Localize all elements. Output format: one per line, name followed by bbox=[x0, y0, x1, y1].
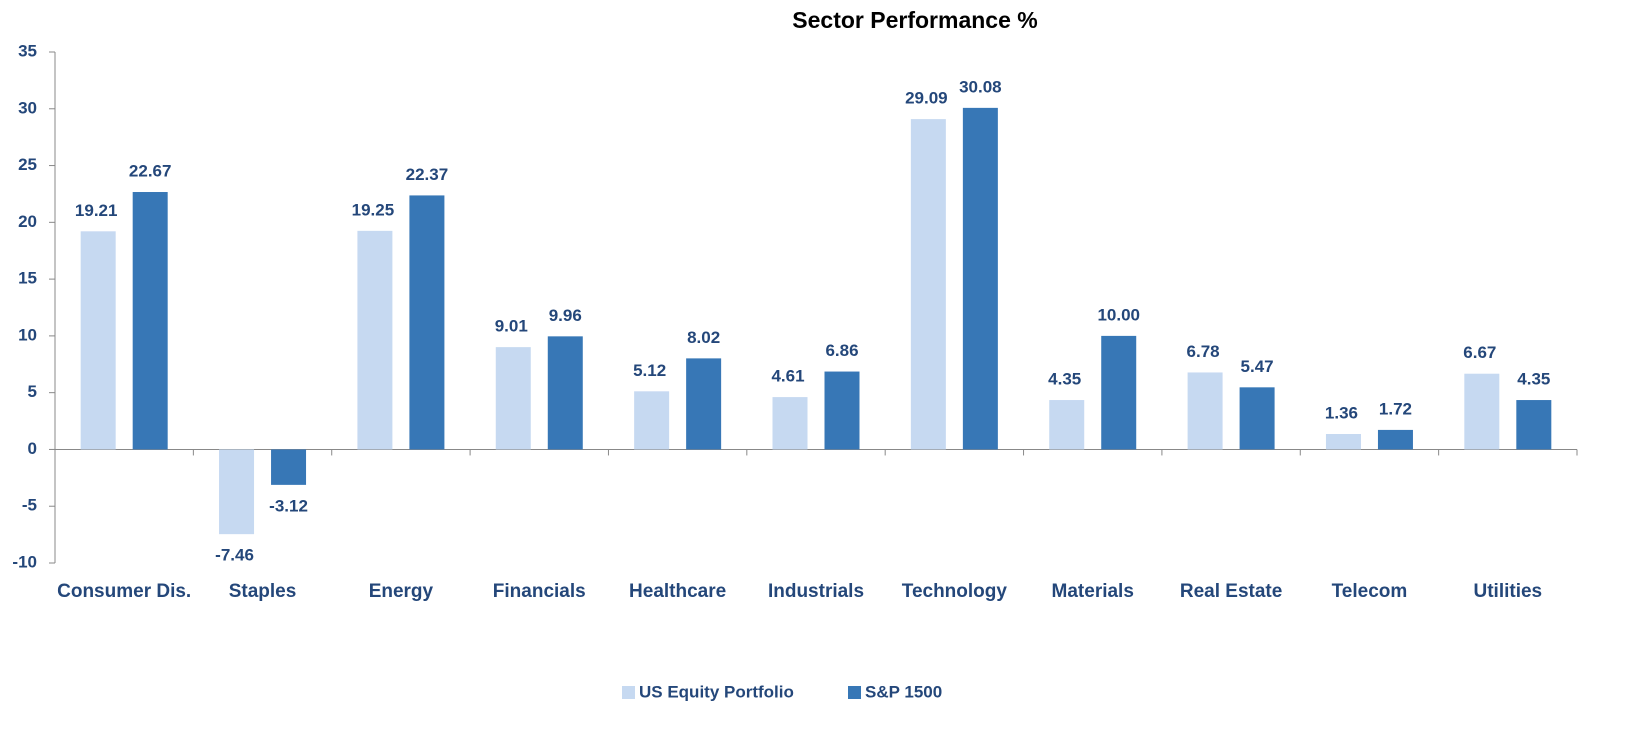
bar bbox=[1239, 387, 1275, 450]
bar bbox=[962, 107, 998, 450]
bar bbox=[824, 371, 860, 450]
bar bbox=[686, 358, 722, 450]
bar bbox=[772, 397, 808, 450]
data-label: 29.09 bbox=[905, 89, 948, 108]
data-label: 6.67 bbox=[1463, 343, 1496, 362]
bar bbox=[1377, 429, 1413, 450]
data-label: 19.21 bbox=[75, 201, 118, 220]
data-label: 30.08 bbox=[959, 77, 1002, 96]
data-label: 8.02 bbox=[687, 328, 720, 347]
y-tick-label: 35 bbox=[18, 41, 37, 60]
bar bbox=[547, 336, 583, 450]
x-tick-label: Healthcare bbox=[629, 581, 726, 602]
data-label: 4.35 bbox=[1517, 370, 1550, 389]
x-tick-label: Energy bbox=[369, 581, 434, 602]
x-tick-label: Materials bbox=[1052, 581, 1134, 602]
bar bbox=[634, 391, 670, 450]
legend-label: S&P 1500 bbox=[865, 682, 942, 701]
x-tick-label: Utilities bbox=[1474, 581, 1543, 602]
legend-swatch bbox=[848, 686, 861, 699]
x-tick-label: Consumer Dis. bbox=[57, 581, 191, 602]
x-tick-label: Telecom bbox=[1332, 581, 1408, 602]
x-tick-label: Staples bbox=[229, 581, 297, 602]
data-label: 9.01 bbox=[495, 317, 528, 336]
y-tick-label: 5 bbox=[28, 382, 37, 401]
chart-title: Sector Performance % bbox=[792, 7, 1037, 33]
x-tick-label: Financials bbox=[493, 581, 586, 602]
bar bbox=[1101, 335, 1137, 450]
bar bbox=[219, 449, 255, 535]
y-tick-label: -10 bbox=[12, 552, 37, 571]
bar bbox=[1049, 400, 1085, 450]
data-label: 4.35 bbox=[1048, 370, 1081, 389]
y-tick-label: 15 bbox=[18, 269, 37, 288]
y-tick-label: 25 bbox=[18, 155, 37, 174]
data-label: 9.96 bbox=[549, 306, 582, 325]
bar bbox=[132, 192, 168, 450]
legend-label: US Equity Portfolio bbox=[639, 682, 794, 701]
data-label: 5.12 bbox=[633, 361, 666, 380]
bar bbox=[80, 231, 116, 450]
bar bbox=[1325, 434, 1361, 450]
data-label: 22.37 bbox=[406, 165, 449, 184]
x-tick-label: Industrials bbox=[768, 581, 864, 602]
bar bbox=[271, 449, 307, 485]
y-tick-label: -5 bbox=[22, 496, 37, 515]
data-label: 1.36 bbox=[1325, 403, 1358, 422]
data-label: 6.86 bbox=[825, 341, 858, 360]
data-label: 10.00 bbox=[1097, 305, 1140, 324]
x-tick-label: Technology bbox=[902, 581, 1008, 602]
data-label: 6.78 bbox=[1187, 342, 1220, 361]
data-label: 19.25 bbox=[352, 200, 395, 219]
legend-swatch bbox=[622, 686, 635, 699]
bar bbox=[1516, 400, 1552, 450]
data-label: -7.46 bbox=[215, 546, 254, 565]
data-label: 22.67 bbox=[129, 161, 172, 180]
y-tick-label: 20 bbox=[18, 212, 37, 231]
bar bbox=[495, 347, 531, 450]
data-label: 5.47 bbox=[1241, 357, 1274, 376]
y-tick-label: 10 bbox=[18, 325, 37, 344]
x-tick-label: Real Estate bbox=[1180, 581, 1282, 602]
bar bbox=[409, 195, 445, 450]
data-label: 1.72 bbox=[1379, 399, 1412, 418]
data-label: -3.12 bbox=[269, 496, 308, 515]
bar bbox=[910, 119, 946, 450]
bar bbox=[1187, 372, 1223, 450]
bar bbox=[1464, 373, 1500, 450]
data-label: 4.61 bbox=[771, 367, 804, 386]
bar bbox=[357, 230, 393, 450]
y-tick-label: 0 bbox=[28, 439, 37, 458]
y-tick-label: 30 bbox=[18, 98, 37, 117]
